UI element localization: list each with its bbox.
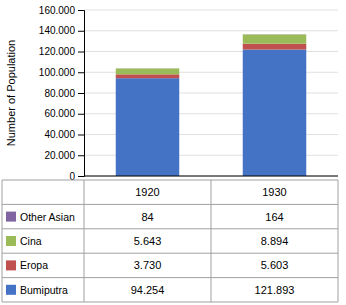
table-line [2, 204, 338, 205]
bar [116, 74, 180, 78]
legend-label: Cina [20, 235, 42, 247]
bar [116, 68, 180, 69]
tick: 160.000 [39, 5, 84, 16]
tick-mark [78, 52, 84, 53]
tick-mark [78, 93, 84, 94]
table-line [338, 180, 339, 302]
data-label: 121.893 [255, 284, 295, 296]
tick-label: 160.000 [39, 5, 76, 16]
data-label: 3.730 [134, 259, 162, 271]
y-axis: 020.00040.00060.00080.000100.000120.0001… [39, 5, 85, 182]
table-line [2, 180, 3, 302]
tick: 100.000 [39, 67, 84, 78]
data-label: 94.254 [131, 284, 165, 296]
grid-line [84, 176, 338, 177]
tick: 40.000 [44, 129, 84, 140]
legend-swatch [6, 236, 16, 246]
x-axis-line [84, 176, 338, 177]
bar [116, 68, 180, 74]
tick: 80.000 [44, 88, 84, 99]
bar [243, 50, 307, 176]
table-line [2, 180, 338, 181]
grid-line [84, 30, 338, 31]
tick-mark [78, 10, 84, 11]
tick-label: 80.000 [44, 88, 75, 99]
bar-series [116, 44, 307, 78]
legend-swatch [6, 212, 16, 222]
bar [116, 78, 180, 176]
table-line [2, 253, 338, 254]
bar-series [116, 50, 307, 176]
data-label: 8.894 [261, 235, 289, 247]
table-line [2, 277, 338, 278]
tick-label: 60.000 [44, 108, 75, 119]
tick-label: 40.000 [44, 129, 75, 140]
tick: 140.000 [39, 25, 84, 36]
tick-label: 140.000 [39, 25, 76, 36]
axis-line [78, 11, 85, 177]
bar-series [116, 34, 307, 74]
bar [243, 44, 307, 50]
bar [243, 34, 307, 35]
tick: 20.000 [44, 150, 84, 161]
tick-mark [78, 114, 84, 115]
tick-label: 100.000 [39, 67, 76, 78]
chart: 020.00040.00060.00080.000100.000120.0001… [0, 0, 346, 305]
table-line [2, 302, 338, 303]
table-header: 1930 [262, 186, 286, 198]
tick-label: 20.000 [44, 150, 75, 161]
data-label: 5.603 [261, 259, 289, 271]
legend-label: Other Asian [20, 211, 75, 223]
legend-label: Eropa [20, 259, 48, 271]
table-line [84, 180, 85, 302]
tick-mark [78, 31, 84, 32]
legend-swatch [6, 260, 16, 270]
legend-swatch [6, 285, 16, 295]
data-label: 164 [265, 211, 283, 223]
table-line [211, 180, 212, 302]
tick-mark [78, 135, 84, 136]
y-axis-title: Number of Population [5, 40, 17, 146]
tick-mark [78, 72, 84, 73]
tick: 60.000 [44, 108, 84, 119]
grid [84, 10, 338, 176]
tick: 120.000 [39, 46, 84, 57]
bar-series [116, 34, 307, 68]
table-header: 1920 [135, 186, 159, 198]
tick-label: 120.000 [39, 46, 76, 57]
tick-mark [78, 155, 84, 156]
data-label: 5.643 [134, 235, 162, 247]
tick-mark [78, 176, 84, 177]
table-line [2, 228, 338, 229]
table: 1920 1930 Other Asian 84 164 Cina 5.643 8.894 Er… [2, 180, 338, 302]
bar [243, 34, 307, 43]
grid-line [84, 10, 338, 11]
data-label: 84 [141, 211, 153, 223]
legend-label: Bumiputra [20, 284, 68, 296]
plot: 020.00040.00060.00080.000100.000120.0001… [39, 5, 338, 182]
bars [116, 34, 307, 176]
